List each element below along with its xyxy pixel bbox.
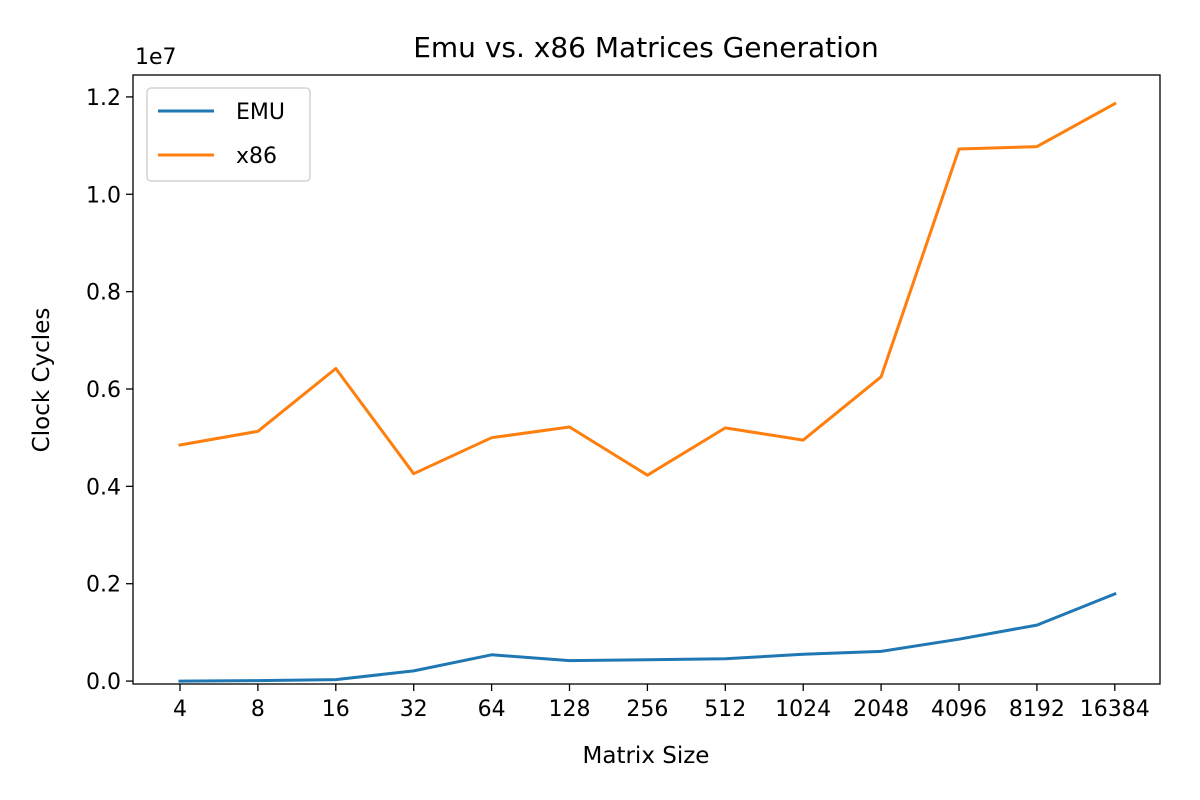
- chart-title: Emu vs. x86 Matrices Generation: [413, 31, 879, 64]
- x-tick-label: 128: [549, 697, 591, 722]
- y-axis-multiplier: 1e7: [135, 45, 177, 70]
- y-tick-label: 0.4: [86, 475, 121, 500]
- legend-label-x86: x86: [236, 144, 277, 169]
- y-tick-label: 0.8: [86, 281, 121, 306]
- plot-frame: [132, 74, 1161, 685]
- y-tick-label: 0.2: [86, 573, 121, 598]
- series-group: [178, 101, 1117, 683]
- y-tick-label: 0.6: [86, 378, 121, 403]
- x-tick-label: 8: [251, 697, 265, 722]
- x-tick-label: 2048: [853, 697, 909, 722]
- series-line-emu: [178, 591, 1117, 683]
- x-axis-ticks: 4 8 16 32 64 128 256 512 1024 2048 4096 8192 16384: [173, 684, 1150, 722]
- x-axis-label: Matrix Size: [583, 743, 710, 769]
- x-tick-label: 8192: [1009, 697, 1065, 722]
- y-axis-ticks: 0.0 0.2 0.4 0.6 0.8 1.0 1.2: [86, 86, 133, 695]
- legend-label-emu: EMU: [236, 100, 285, 125]
- x-tick-label: 1024: [775, 697, 831, 722]
- x-tick-label: 4096: [931, 697, 987, 722]
- x-tick-label: 32: [400, 697, 428, 722]
- x-tick-label: 4: [173, 697, 187, 722]
- legend-box: [146, 87, 311, 182]
- x-tick-label: 16: [322, 697, 350, 722]
- legend: EMU x86: [146, 87, 311, 182]
- x-tick-label: 256: [626, 697, 668, 722]
- y-axis-label: Clock Cycles: [29, 308, 55, 453]
- y-tick-label: 1.0: [86, 183, 121, 208]
- y-tick-label: 0.0: [86, 670, 121, 695]
- plot-area: [132, 74, 1161, 685]
- series-line-x86: [178, 101, 1117, 477]
- x-tick-label: 64: [478, 697, 506, 722]
- x-tick-label: 16384: [1080, 697, 1150, 722]
- x-tick-label: 512: [704, 697, 746, 722]
- y-tick-label: 1.2: [86, 86, 121, 111]
